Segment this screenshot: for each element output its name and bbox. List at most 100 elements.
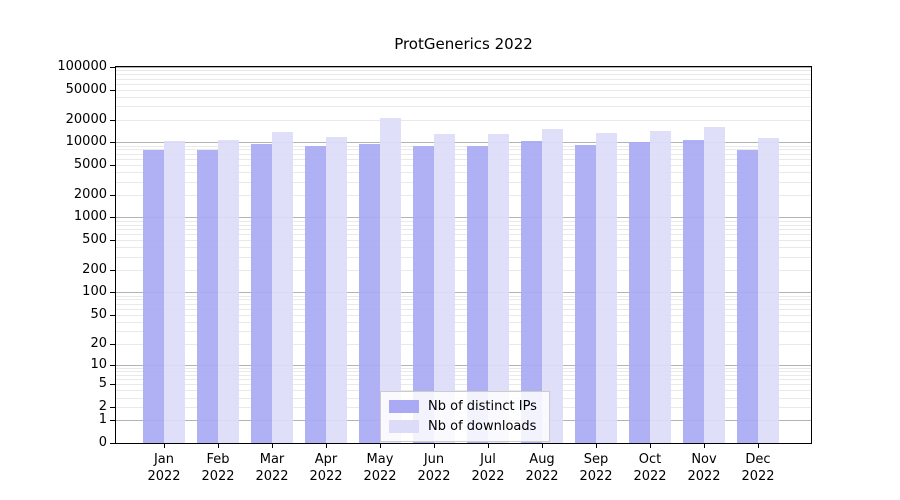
x-axis-tick-label: Feb 2022: [186, 451, 250, 485]
y-axis-tick-label: 2000: [73, 187, 107, 202]
gridline-minor: [116, 247, 811, 249]
bar-distinct-ips: [142, 150, 164, 443]
bar-distinct-ips: [196, 150, 218, 443]
y-tick-mark: [110, 240, 115, 241]
y-tick-mark: [110, 270, 115, 271]
bar-downloads: [379, 117, 401, 443]
gridline-major: [116, 67, 811, 68]
x-axis-tick-label: Jun 2022: [402, 451, 466, 485]
y-tick-mark: [110, 195, 115, 196]
bar-distinct-ips: [250, 144, 272, 443]
gridline-minor: [116, 295, 811, 297]
legend-entry-distinct-ips: Nb of distinct IPs: [389, 399, 537, 414]
y-axis-tick-label: 100000: [57, 59, 107, 74]
bar-downloads: [325, 136, 347, 443]
gridline-major: [116, 217, 811, 219]
y-tick-mark: [110, 384, 115, 385]
y-tick-mark: [110, 142, 115, 143]
x-tick-year: 2022: [417, 469, 451, 484]
gridline-minor: [116, 256, 811, 258]
gridline-minor: [116, 78, 811, 80]
x-tick-month: Nov: [691, 452, 717, 467]
x-tick-year: 2022: [525, 469, 559, 484]
x-tick-mark: [542, 444, 543, 448]
x-tick-mark: [326, 444, 327, 448]
y-axis-tick-label: 1: [98, 412, 107, 427]
bar-distinct-ips: [682, 139, 704, 443]
y-tick-mark: [110, 315, 115, 316]
legend-swatch-downloads: [389, 420, 419, 433]
x-tick-month: Feb: [206, 452, 230, 467]
plot-area: Nb of distinct IPs Nb of downloads: [115, 66, 812, 444]
gridline-minor: [116, 299, 811, 301]
x-tick-year: 2022: [687, 469, 721, 484]
y-tick-mark: [110, 443, 115, 444]
y-tick-mark: [110, 420, 115, 421]
x-tick-month: Aug: [529, 452, 555, 467]
y-tick-mark: [110, 217, 115, 218]
x-tick-month: Jul: [480, 452, 496, 467]
x-tick-mark: [272, 444, 273, 448]
y-tick-mark: [110, 365, 115, 366]
y-axis-tick-label: 20: [90, 336, 107, 351]
x-tick-year: 2022: [471, 469, 505, 484]
x-tick-mark: [488, 444, 489, 448]
gridline-minor: [116, 367, 811, 369]
x-axis-tick-label: Dec 2022: [726, 451, 790, 485]
x-axis-tick-label: Oct 2022: [618, 451, 682, 485]
y-axis-tick-label: 200: [82, 262, 107, 277]
x-tick-year: 2022: [147, 469, 181, 484]
bar-distinct-ips: [628, 142, 650, 443]
bar-downloads: [541, 128, 563, 443]
gridline-minor: [116, 153, 811, 155]
legend-swatch-distinct-ips: [389, 400, 419, 413]
gridline-minor: [116, 384, 811, 386]
legend-label-distinct-ips: Nb of distinct IPs: [428, 399, 537, 414]
x-tick-mark: [218, 444, 219, 448]
bar-downloads: [703, 126, 725, 443]
x-axis-tick-label: Jan 2022: [132, 451, 196, 485]
x-tick-month: Mar: [259, 452, 285, 467]
gridline-minor: [116, 89, 811, 91]
gridline-major: [116, 292, 811, 294]
gridline-minor: [116, 314, 811, 316]
y-axis-tick-label: 20000: [65, 112, 107, 127]
gridline-minor: [116, 224, 811, 226]
x-tick-month: May: [366, 452, 394, 467]
bar-downloads: [595, 133, 617, 443]
gridline-minor: [116, 229, 811, 230]
gridline-major: [116, 364, 811, 366]
gridline-minor: [116, 70, 811, 72]
chart-title: ProtGenerics 2022: [394, 35, 533, 53]
x-tick-year: 2022: [255, 469, 289, 484]
gridline-minor: [116, 194, 811, 196]
gridline-minor: [116, 220, 811, 222]
x-axis-tick-label: Sep 2022: [564, 451, 628, 485]
legend: Nb of distinct IPs Nb of downloads: [380, 391, 550, 442]
gridline-minor: [116, 343, 811, 345]
x-tick-year: 2022: [309, 469, 343, 484]
y-tick-mark: [110, 165, 115, 166]
x-tick-mark: [380, 444, 381, 448]
gridline-minor: [116, 375, 811, 377]
x-tick-mark: [758, 444, 759, 448]
gridline-minor: [116, 234, 811, 236]
y-axis-tick-label: 0: [98, 435, 107, 450]
bar-downloads: [649, 130, 671, 443]
y-axis-tick-label: 500: [82, 232, 107, 247]
x-tick-mark: [704, 444, 705, 448]
y-tick-mark: [110, 67, 115, 68]
y-axis-tick-label: 2: [98, 399, 107, 414]
gridline-minor: [116, 74, 811, 76]
bar-distinct-ips: [574, 144, 596, 443]
y-axis-tick-label: 50: [90, 307, 107, 322]
x-axis-tick-label: May 2022: [348, 451, 412, 485]
bar-downloads: [271, 131, 293, 443]
y-axis-tick-label: 50000: [65, 82, 107, 97]
x-tick-mark: [164, 444, 165, 448]
bar-distinct-ips: [358, 143, 380, 443]
y-axis-tick-label: 10: [90, 357, 107, 372]
gridline-minor: [116, 239, 811, 241]
gridline-minor: [116, 330, 811, 332]
